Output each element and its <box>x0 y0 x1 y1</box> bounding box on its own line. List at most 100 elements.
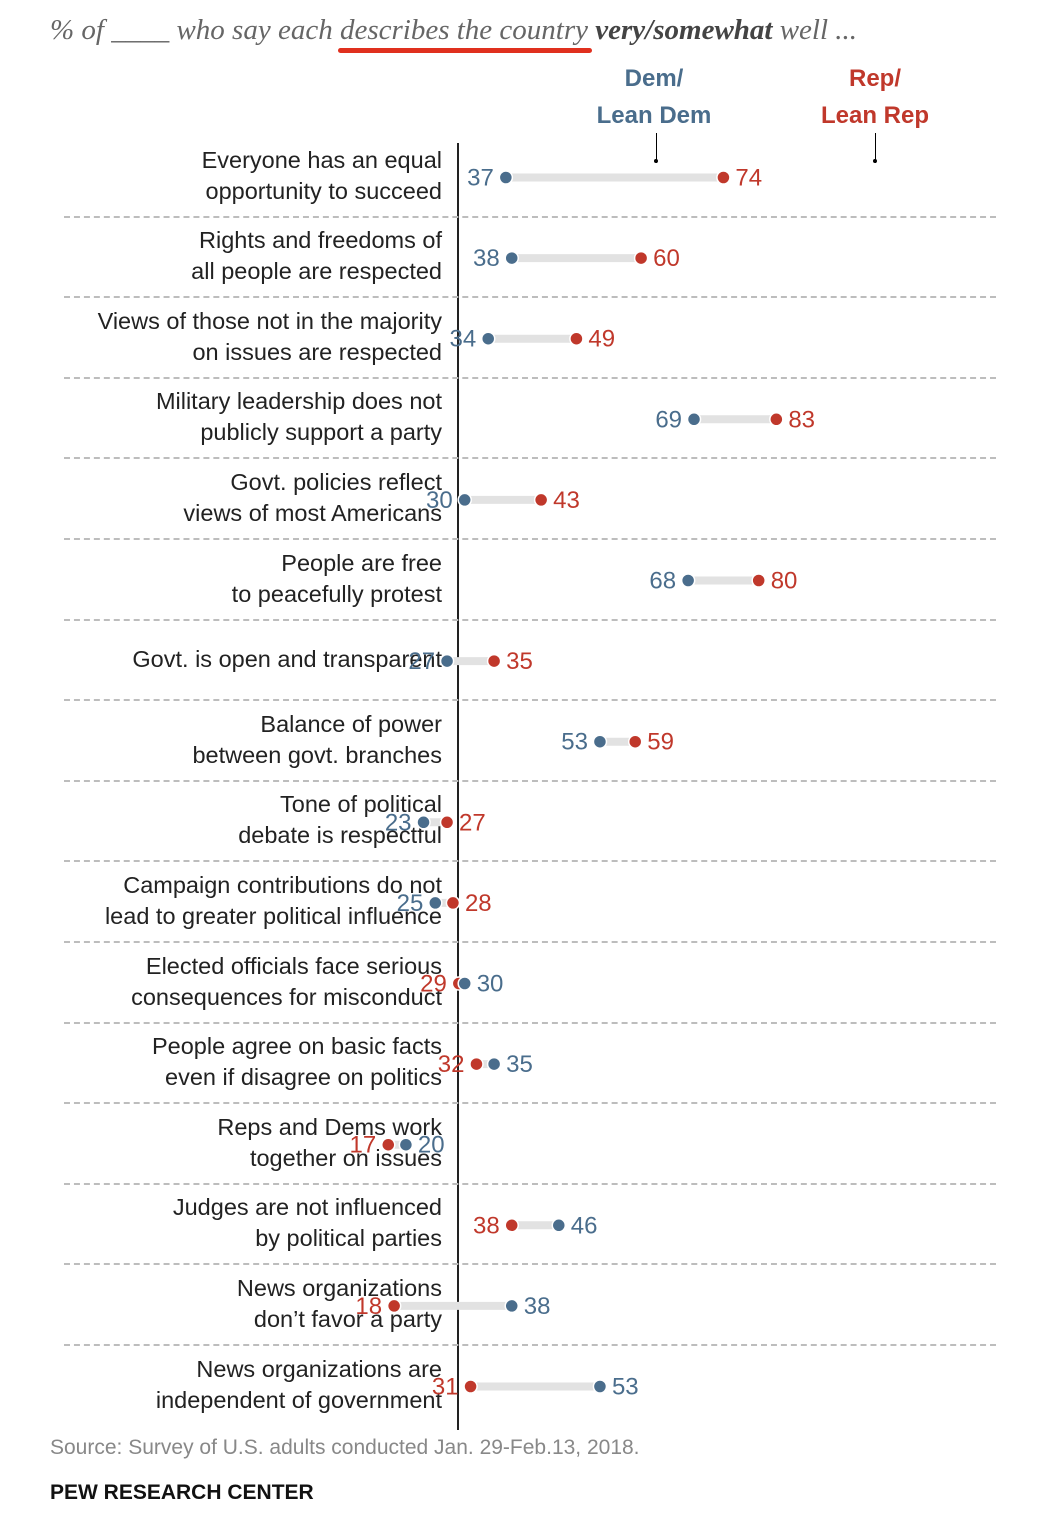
dem-dot <box>398 1137 414 1152</box>
row-label-line: views of most Americans <box>183 499 442 526</box>
rep-dot <box>386 1298 402 1314</box>
rep-dot <box>463 1379 478 1394</box>
row-label-line: Tone of political <box>280 791 442 818</box>
rep-value-label: 49 <box>588 326 615 353</box>
dem-dot <box>592 734 608 749</box>
row-label-line: Judges are not influenced <box>172 1194 442 1221</box>
dem-value-label: 30 <box>477 971 504 998</box>
row-label-line: People are free <box>281 549 442 576</box>
dem-dot <box>457 492 472 508</box>
dem-value-label: 46 <box>571 1212 598 1239</box>
row-separator <box>64 376 996 379</box>
row-label-line: independent of government <box>155 1386 442 1413</box>
dem-value-label: 27 <box>408 648 435 675</box>
dem-value-label: 53 <box>612 1374 639 1401</box>
dem-value-label: 37 <box>467 165 494 192</box>
row-label: Govt. policies reflect views of most Amer… <box>183 467 442 529</box>
rep-dot <box>469 1056 484 1072</box>
rep-value-label: 43 <box>553 487 580 514</box>
rep-value-label: 59 <box>647 729 674 756</box>
chart-subtitle: % of ____ who say each describes the cou… <box>50 14 857 47</box>
row-separator <box>64 457 996 460</box>
legend-rep-pointer <box>875 133 876 163</box>
rep-dot <box>716 170 731 185</box>
row-label-line: consequences for misconduct <box>131 983 442 1010</box>
dem-dot <box>498 170 514 185</box>
row-label-line: Campaign contributions do not <box>123 871 442 898</box>
dem-value-label: 68 <box>649 568 676 595</box>
rep-value-label: 32 <box>438 1051 465 1078</box>
rep-value-label: 29 <box>420 971 447 998</box>
row-label: Everyone has an equal opportunity to succ… <box>202 145 442 207</box>
row-label-line: opportunity to succeed <box>205 177 442 204</box>
dem-dot <box>504 1298 519 1314</box>
row-label: News organizations don’t favor a party <box>237 1273 442 1335</box>
rep-value-label: 74 <box>735 165 762 192</box>
dem-dot <box>480 331 496 346</box>
subtitle-highlight: describes the country <box>339 14 589 46</box>
row-separator <box>64 860 996 863</box>
subtitle-suffix: well ... <box>772 14 858 46</box>
row-label-line: debate is respectful <box>238 822 442 849</box>
rep-value-label: 31 <box>432 1374 459 1401</box>
rep-dot <box>533 492 549 508</box>
dem-value-label: 38 <box>524 1293 551 1320</box>
rep-dot <box>769 412 784 427</box>
row-label: People agree on basic facts even if disag… <box>152 1031 442 1093</box>
row-label-line: publicly support a party <box>200 419 442 446</box>
rep-value-label: 80 <box>771 568 798 595</box>
dem-dot <box>486 1056 502 1072</box>
dem-dot <box>439 653 455 669</box>
dem-value-label: 35 <box>506 1051 533 1078</box>
rep-value-label: 83 <box>788 406 815 433</box>
label-axis-line <box>457 143 459 1430</box>
row-label: People are free to peacefully protest <box>232 548 442 610</box>
row-label: Elected officials face serious consequenc… <box>131 951 442 1013</box>
rep-value-label: 35 <box>506 648 533 675</box>
row-label-line: to peacefully protest <box>231 580 442 607</box>
dem-value-label: 38 <box>473 245 500 272</box>
row-label-line: by political parties <box>255 1225 442 1252</box>
row-separator <box>64 1263 996 1266</box>
dem-dot <box>551 1218 567 1233</box>
row-label-line: between govt. branches <box>192 741 442 768</box>
row-label-line: Everyone has an equal <box>201 146 442 173</box>
rep-dot <box>445 895 461 911</box>
row-separator <box>64 1102 996 1105</box>
dem-dot <box>504 250 519 266</box>
legend-dem-line1: Dem/ <box>624 65 684 92</box>
row-label-line: Rights and freedoms of <box>199 227 442 254</box>
legend-dem-line2: Lean Dem <box>596 102 712 129</box>
dem-dot <box>592 1379 608 1394</box>
row-separator <box>64 1182 996 1185</box>
rep-value-label: 60 <box>653 245 680 272</box>
row-label: Views of those not in the majority on iss… <box>98 306 442 368</box>
rep-value-label: 27 <box>459 809 486 836</box>
dem-dot <box>428 895 443 911</box>
dem-dot <box>416 815 431 830</box>
dem-value-label: 25 <box>397 890 424 917</box>
row-label: Military leadership does not publicly sup… <box>156 386 442 448</box>
rep-value-label: 38 <box>473 1212 500 1239</box>
row-label-line: on issues are respected <box>192 338 442 365</box>
row-separator <box>64 215 996 218</box>
rep-dot <box>633 250 649 266</box>
rep-value-label: 18 <box>355 1293 382 1320</box>
row-label-line: People agree on basic facts <box>151 1033 442 1060</box>
source-note: Source: Survey of U.S. adults conducted … <box>50 1436 640 1459</box>
highlight-underline <box>338 48 592 53</box>
row-label: Balance of power between govt. branches <box>192 709 442 771</box>
dem-value-label: 20 <box>418 1132 445 1159</box>
rep-dot <box>627 734 643 749</box>
row-label-line: Views of those not in the majority <box>97 307 442 334</box>
rep-dot <box>504 1218 519 1233</box>
row-separator <box>64 1021 996 1024</box>
row-separator <box>64 537 996 540</box>
legend-rep: Rep/ Lean Rep <box>805 60 945 134</box>
dem-dot <box>686 412 702 427</box>
row-separator <box>64 1343 996 1346</box>
rep-dot <box>486 653 502 669</box>
rep-dot <box>439 815 455 830</box>
row-separator <box>64 699 996 702</box>
row-label: Tone of political debate is respectful <box>238 789 442 851</box>
